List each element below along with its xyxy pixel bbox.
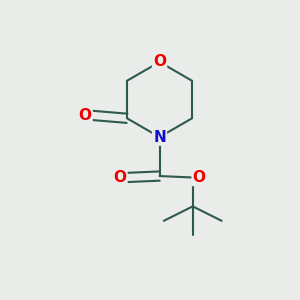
Text: O: O bbox=[79, 108, 92, 123]
Text: O: O bbox=[113, 170, 127, 185]
Text: N: N bbox=[153, 130, 166, 145]
Text: O: O bbox=[153, 55, 166, 70]
Text: O: O bbox=[193, 170, 206, 185]
